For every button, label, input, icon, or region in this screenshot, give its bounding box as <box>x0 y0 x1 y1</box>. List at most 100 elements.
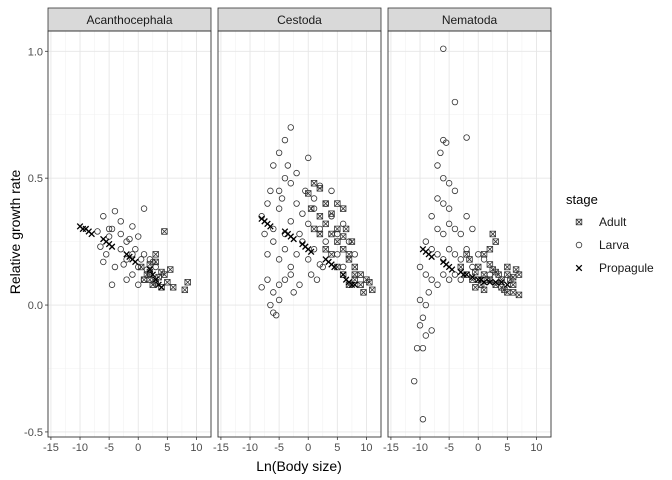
data-point <box>108 243 116 250</box>
x-tick-label: -5 <box>274 442 284 454</box>
data-point <box>498 278 505 286</box>
data-point <box>339 233 347 240</box>
data-point <box>319 263 326 271</box>
legend-symbol <box>575 264 583 272</box>
data-point <box>440 230 447 238</box>
data-point <box>322 220 329 228</box>
data-point <box>132 246 139 253</box>
data-point <box>275 149 283 156</box>
panel-background <box>48 31 211 437</box>
data-point <box>504 281 511 289</box>
data-point <box>316 230 324 238</box>
strip-label: Acanthocephala <box>86 13 172 27</box>
data-point <box>117 246 124 253</box>
data-point <box>100 213 107 220</box>
data-point <box>443 139 450 146</box>
data-point <box>445 180 453 187</box>
data-point <box>161 228 168 235</box>
data-point <box>357 271 364 278</box>
data-point <box>275 187 283 195</box>
legend-label: Propagule <box>599 261 654 275</box>
data-point <box>345 256 353 263</box>
data-point <box>322 246 329 253</box>
data-point <box>120 261 127 268</box>
data-point <box>422 301 430 309</box>
y-tick-label: 0.0 <box>28 300 43 312</box>
data-point <box>463 251 470 258</box>
data-point <box>469 225 476 233</box>
data-point <box>135 233 142 240</box>
x-tick-label: 0 <box>305 442 311 454</box>
data-point <box>486 246 494 253</box>
data-point <box>275 205 283 212</box>
facet-panels: Acanthocephala -15 -10 -5 0 5 10 -0.5 0.0 0.5 1.0 C… <box>24 7 552 454</box>
data-point <box>135 281 142 288</box>
x-tick-label: -5 <box>104 442 114 454</box>
data-point <box>305 220 312 228</box>
data-point <box>299 210 306 217</box>
data-point <box>261 230 268 238</box>
data-point <box>158 268 165 276</box>
data-point <box>331 263 338 271</box>
panel-background <box>218 31 381 437</box>
data-point <box>322 238 329 245</box>
legend-entry-larva: Larva <box>571 237 629 253</box>
data-point <box>416 263 424 271</box>
x-tick-label: 10 <box>190 442 202 454</box>
data-point <box>339 246 347 253</box>
data-point <box>428 253 435 261</box>
data-point <box>287 271 294 278</box>
data-point <box>123 276 130 283</box>
x-tick-label: 5 <box>334 442 340 454</box>
data-point <box>264 200 271 207</box>
data-point <box>270 238 277 245</box>
strip-label: Cestoda <box>277 13 322 27</box>
data-point <box>451 251 459 258</box>
series-propagule <box>258 215 359 289</box>
data-point <box>258 284 265 291</box>
data-point <box>410 377 418 385</box>
data-point <box>111 263 119 271</box>
data-point <box>457 263 464 271</box>
data-point <box>181 286 189 294</box>
data-point <box>310 195 318 202</box>
data-point <box>515 291 523 299</box>
data-point <box>357 281 364 288</box>
data-point <box>489 230 496 238</box>
data-point <box>305 154 312 162</box>
x-tick-label: 0 <box>475 442 481 454</box>
x-tick-label: 0 <box>135 442 141 454</box>
panel-nematoda: Nematoda -15 -10 -5 0 5 10 <box>383 7 552 454</box>
series-propagule <box>419 245 511 289</box>
panel-border <box>47 30 212 438</box>
data-point <box>416 322 424 329</box>
data-point <box>264 251 271 258</box>
series-adult <box>305 180 376 296</box>
data-point <box>117 218 124 225</box>
data-point <box>281 276 289 283</box>
data-point <box>366 279 373 286</box>
data-point <box>169 284 177 291</box>
y-tick-label: -0.5 <box>24 427 43 439</box>
data-point <box>348 238 356 245</box>
data-point <box>445 220 453 228</box>
data-point <box>149 271 157 278</box>
data-point <box>284 162 292 169</box>
data-point <box>445 246 453 253</box>
data-point <box>100 258 107 266</box>
data-point <box>451 98 459 106</box>
legend-symbol <box>575 241 583 249</box>
data-point <box>486 261 494 268</box>
data-point <box>328 187 335 195</box>
data-point <box>334 225 341 233</box>
data-point <box>313 276 321 283</box>
data-point <box>273 312 280 319</box>
data-point <box>307 205 315 212</box>
data-point <box>126 235 133 243</box>
data-point <box>310 225 318 233</box>
data-point <box>437 149 444 156</box>
x-tick-label: -5 <box>444 442 454 454</box>
data-point <box>164 279 171 286</box>
data-point <box>428 213 435 220</box>
data-point <box>413 344 421 352</box>
